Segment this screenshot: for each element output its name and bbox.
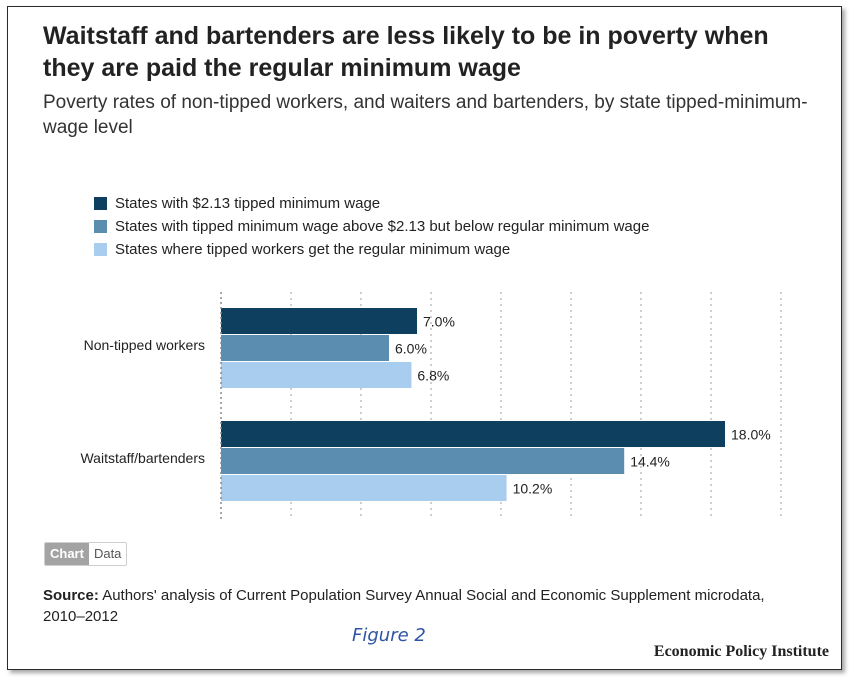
bar-series-2 xyxy=(221,448,625,474)
legend-item-series-3: States where tipped workers get the regu… xyxy=(94,238,649,261)
bar-series-1 xyxy=(221,308,417,334)
legend-label-series-2: States with tipped minimum wage above $2… xyxy=(115,218,650,235)
bar-series-3 xyxy=(221,362,412,388)
data-tab[interactable]: Data xyxy=(88,543,127,565)
legend-label-series-3: States where tipped workers get the regu… xyxy=(115,241,511,258)
legend-swatch-series-2 xyxy=(94,220,107,233)
legend: States with $2.13 tipped minimum wage St… xyxy=(94,192,649,261)
legend-item-series-2: States with tipped minimum wage above $2… xyxy=(94,215,649,238)
chart-tab[interactable]: Chart xyxy=(45,543,89,565)
figure-frame xyxy=(7,6,842,670)
bar-series-2 xyxy=(221,335,389,361)
chart-data-toggle[interactable]: Chart Data xyxy=(44,542,128,566)
category-label: Waitstaff/bartenders xyxy=(80,450,205,466)
data-label: 7.0% xyxy=(423,314,455,330)
publisher-logo: Economic Policy Institute xyxy=(653,643,829,660)
data-label: 6.0% xyxy=(395,341,427,357)
source-note: Source: Authors' analysis of Current Pop… xyxy=(43,585,803,627)
legend-item-series-1: States with $2.13 tipped minimum wage xyxy=(94,192,649,215)
legend-label-series-1: States with $2.13 tipped minimum wage xyxy=(115,195,381,212)
data-label: 18.0% xyxy=(731,427,771,443)
legend-swatch-series-1 xyxy=(94,197,107,210)
bar-series-3 xyxy=(221,475,507,501)
source-label: Source: xyxy=(43,587,99,604)
data-label: 10.2% xyxy=(513,481,553,497)
legend-swatch-series-3 xyxy=(94,243,107,256)
figure-caption: Figure 2 xyxy=(352,625,426,646)
category-label: Non-tipped workers xyxy=(84,337,205,353)
data-label: 14.4% xyxy=(630,454,670,470)
chart-title: Waitstaff and bartenders are less likely… xyxy=(43,22,769,82)
source-text: Authors' analysis of Current Population … xyxy=(43,587,765,625)
data-label: 6.8% xyxy=(417,368,449,384)
bar-series-1 xyxy=(221,421,725,447)
chart-subtitle: Poverty rates of non-tipped workers, and… xyxy=(43,92,808,138)
